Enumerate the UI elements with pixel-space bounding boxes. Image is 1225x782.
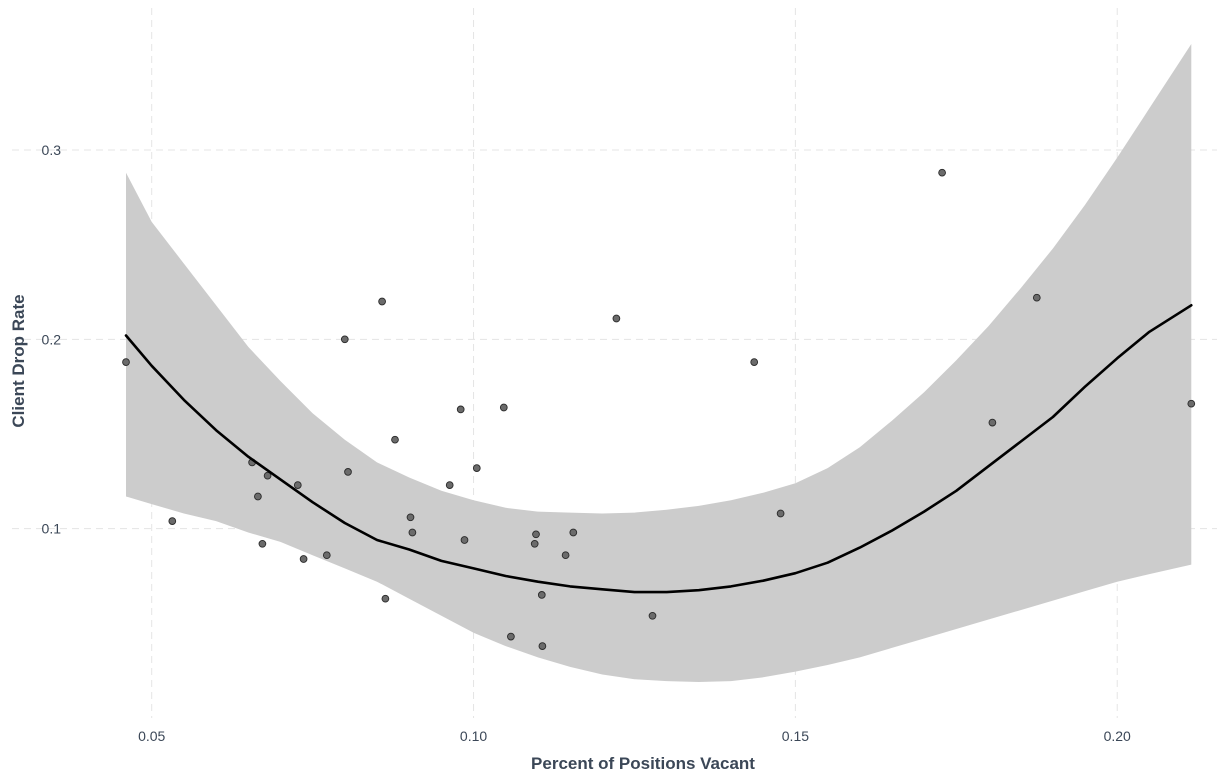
data-point [406, 513, 415, 522]
data-point [263, 471, 272, 480]
confidence-band [126, 44, 1192, 682]
x-tick-label: 0.20 [1104, 728, 1131, 744]
data-point [391, 435, 399, 444]
data-point [538, 642, 547, 650]
y-axis-title: Client Drop Rate [9, 294, 28, 427]
data-point [299, 555, 308, 563]
data-point [537, 591, 546, 599]
data-point [445, 481, 454, 489]
data-point [293, 481, 302, 489]
data-point [938, 168, 946, 177]
data-point [750, 358, 759, 366]
data-point [340, 335, 349, 344]
data-point [648, 611, 657, 620]
data-point [1187, 399, 1196, 408]
x-tick-label: 0.10 [460, 728, 487, 744]
data-point [472, 464, 481, 472]
y-tick-label: 0.2 [42, 331, 62, 347]
data-point [776, 509, 785, 518]
data-point [530, 539, 539, 548]
data-point [322, 551, 331, 560]
fit-line [124, 304, 1193, 594]
data-point [258, 539, 267, 548]
y-tick-label: 0.1 [42, 521, 62, 537]
data-point [499, 403, 508, 412]
data-point [612, 314, 621, 323]
data-point [1032, 293, 1041, 302]
x-axis-title: Percent of Positions Vacant [531, 754, 755, 773]
data-point [378, 297, 386, 306]
data-point [569, 528, 578, 537]
data-point [408, 528, 417, 537]
data-point [381, 594, 390, 603]
data-point [460, 536, 469, 544]
y-tick-label: 0.3 [42, 142, 62, 158]
x-axis-tick-labels: 0.05 0.10 0.15 0.20 [138, 728, 1131, 744]
data-point [988, 418, 997, 427]
data-point [507, 632, 515, 641]
data-point [344, 468, 352, 476]
data-point [532, 530, 540, 539]
data-point [122, 358, 130, 366]
data-point [168, 517, 177, 525]
data-point [561, 551, 570, 560]
fit-line-layer [124, 304, 1193, 594]
data-point [254, 492, 262, 501]
data-point [456, 405, 465, 414]
y-axis-tick-labels: 0.1 0.2 0.3 [42, 142, 62, 537]
x-tick-label: 0.15 [782, 728, 809, 744]
x-tick-label: 0.05 [138, 728, 165, 744]
confidence-band-layer [126, 44, 1192, 682]
points-layer [122, 168, 1196, 650]
